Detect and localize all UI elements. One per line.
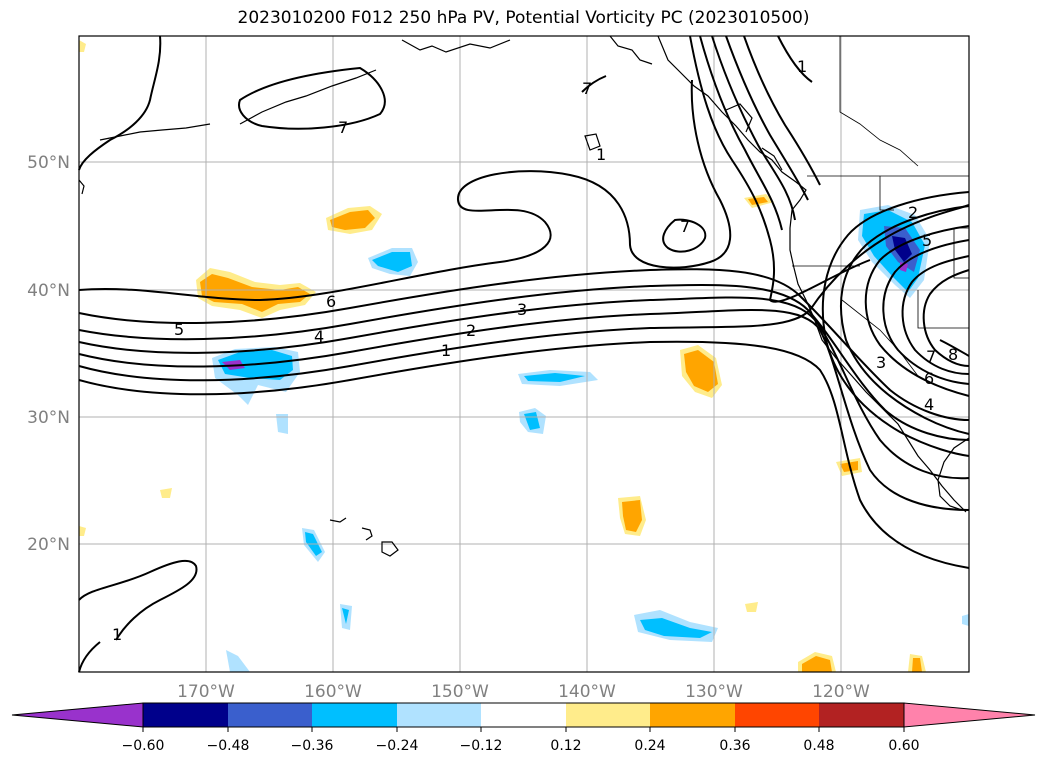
colorbar-tick-label: 0.48 xyxy=(803,738,834,754)
anomaly-blob xyxy=(160,488,172,498)
colorbar-segment xyxy=(819,703,904,727)
colorbar-tick-label: 0.36 xyxy=(719,738,750,754)
contour-label: 6 xyxy=(326,292,336,311)
latitude-labels: 50°N 40°N 30°N 20°N xyxy=(27,153,70,555)
lon-label: 170°W xyxy=(177,682,235,702)
anomaly-blob xyxy=(622,500,642,532)
contour-label: 2 xyxy=(466,321,476,340)
colorbar-arrow-left xyxy=(11,702,144,728)
lat-label: 40°N xyxy=(27,281,70,301)
anomaly-blob xyxy=(684,350,718,392)
contour-label: 6 xyxy=(924,369,934,388)
colorbar-arrow-right xyxy=(903,702,1036,728)
longitude-labels: 170°W 160°W 150°W 140°W 130°W 120°W xyxy=(177,682,870,702)
anomaly-blob xyxy=(226,650,250,672)
colorbar-tick-label: −0.24 xyxy=(376,738,419,754)
contour-label: 5 xyxy=(922,231,932,250)
lat-label: 30°N xyxy=(27,408,70,428)
colorbar-tick-label: 0.24 xyxy=(634,738,665,754)
contour-label: 7 xyxy=(926,347,936,366)
colorbar: −0.60 −0.48 −0.36 −0.24 −0.12 0.12 0.24 … xyxy=(11,702,1036,754)
contour-label: 7 xyxy=(582,79,592,98)
colorbar-segment xyxy=(143,703,228,727)
contour-label: 7 xyxy=(680,217,690,236)
anomaly-blob xyxy=(276,414,288,434)
contour-label: 1 xyxy=(112,625,122,644)
colorbar-segment xyxy=(397,703,481,727)
pv-contours xyxy=(78,35,970,673)
contour-label: 1 xyxy=(596,145,606,164)
colorbar-tick-label: 0.60 xyxy=(888,738,919,754)
anomaly-blob xyxy=(962,614,969,626)
anomaly-blob xyxy=(524,373,585,382)
contour-label: 4 xyxy=(314,327,324,346)
contour-label: 2 xyxy=(908,203,918,222)
lon-label: 160°W xyxy=(304,682,362,702)
anomaly-blob xyxy=(330,210,375,230)
lon-label: 140°W xyxy=(558,682,616,702)
colorbar-tick-label: −0.12 xyxy=(460,738,503,754)
map-frame xyxy=(78,35,970,673)
contour-label: 3 xyxy=(517,300,527,319)
contour-label: 1 xyxy=(441,341,451,360)
anomaly-blob xyxy=(892,236,912,262)
contour-label: 3 xyxy=(876,353,886,372)
colorbar-outline xyxy=(142,702,905,728)
colorbar-segment xyxy=(228,703,312,727)
colorbar-tick-label: −0.48 xyxy=(207,738,250,754)
anomaly-blob xyxy=(802,656,832,672)
map-title: 2023010200 F012 250 hPa PV, Potential Vo… xyxy=(237,8,810,28)
colorbar-segment xyxy=(481,703,566,727)
colorbar-segment xyxy=(650,703,735,727)
colorbar-segment xyxy=(566,703,650,727)
positive-anomaly-shading xyxy=(79,40,926,672)
anomaly-blob xyxy=(372,252,412,272)
lon-label: 120°W xyxy=(812,682,870,702)
lat-label: 50°N xyxy=(27,153,70,173)
anomaly-blob xyxy=(748,197,768,205)
political-borders xyxy=(792,36,969,377)
anomaly-blob xyxy=(79,40,86,52)
anomaly-blob xyxy=(200,274,310,312)
anomaly-blob xyxy=(912,658,922,672)
lat-label: 20°N xyxy=(27,535,70,555)
contour-label: 8 xyxy=(948,345,958,364)
contour-label: 7 xyxy=(338,118,348,137)
anomaly-blob xyxy=(79,526,86,536)
contour-label: 4 xyxy=(924,395,934,414)
lon-label: 130°W xyxy=(685,682,743,702)
contour-labels: 1 2 3 4 5 6 7 7 7 1 1 2 3 4 5 6 7 8 1 xyxy=(112,57,958,644)
lon-label: 150°W xyxy=(431,682,489,702)
colorbar-segment xyxy=(312,703,397,727)
colorbar-ticks xyxy=(142,727,905,732)
colorbar-segment xyxy=(735,703,819,727)
contour-label: 5 xyxy=(174,320,184,339)
colorbar-tick-label: −0.36 xyxy=(291,738,334,754)
colorbar-tick-label: −0.60 xyxy=(122,738,165,754)
anomaly-blob xyxy=(342,608,349,624)
colorbar-tick-label: 0.12 xyxy=(550,738,581,754)
anomaly-blob xyxy=(640,618,712,638)
anomaly-blob xyxy=(745,602,758,612)
contour-label: 1 xyxy=(797,57,807,76)
